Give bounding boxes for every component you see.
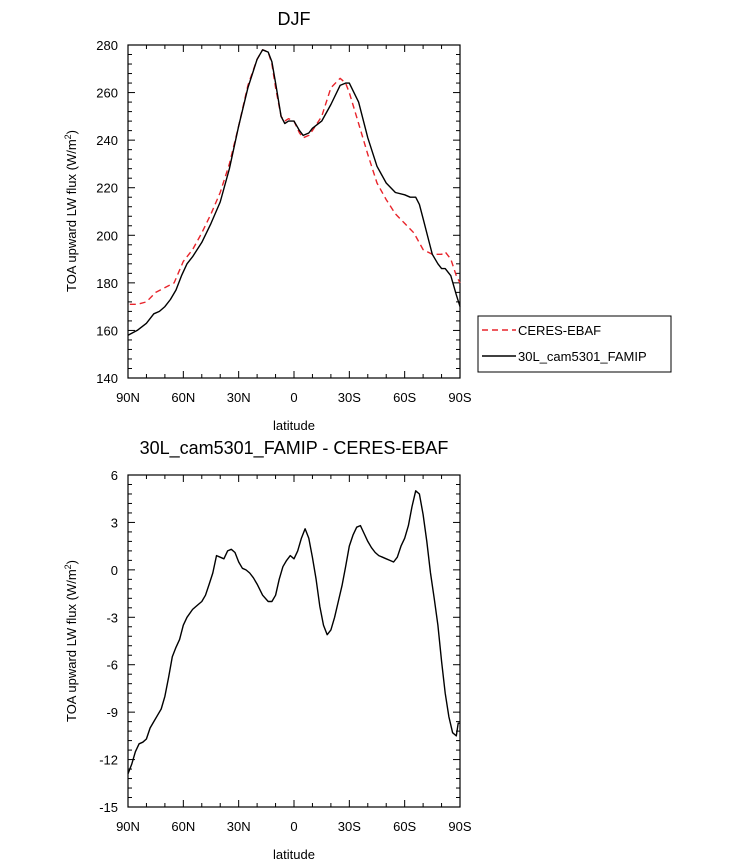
top-y-tick-label: 140	[96, 371, 118, 386]
bottom-x-tick-label: 30S	[338, 819, 361, 834]
legend-label-ceres: CERES-EBAF	[518, 323, 601, 338]
top-x-tick-label: 0	[290, 390, 297, 405]
top-x-tick-label: 90N	[116, 390, 140, 405]
top-y-tick-label: 220	[96, 181, 118, 196]
bottom-y-axis-label: TOA upward LW flux (W/m2)	[63, 560, 79, 722]
top-y-tick-label: 240	[96, 133, 118, 148]
bottom-x-tick-label: 30N	[227, 819, 251, 834]
bottom-x-tick-label: 90N	[116, 819, 140, 834]
bottom-panel: 30L_cam5301_FAMIP - CERES-EBAF 90N 60N 30N…	[63, 438, 472, 862]
bottom-plot-frame	[127, 474, 461, 808]
legend-label-model: 30L_cam5301_FAMIP	[518, 349, 647, 364]
top-y-tick-label: 160	[96, 323, 118, 338]
bottom-series-group	[127, 490, 460, 775]
top-x-axis-label: latitude	[273, 418, 315, 433]
top-x-tick-label: 60N	[171, 390, 195, 405]
top-y-tick-label: 260	[96, 86, 118, 101]
top-panel: DJF 90N 60N 30N 0 30S 60S 90S 140 160 180 200 220 24…	[63, 9, 672, 433]
top-series-group	[127, 49, 461, 336]
bottom-x-tick-label: 90S	[448, 819, 471, 834]
bottom-axis-ticks: 90N 60N 30N 0 30S 60S 90S -15 -12 -9 -6 -3 0 3 6	[99, 468, 472, 834]
top-x-tick-label: 30N	[227, 390, 251, 405]
bottom-y-tick-label: 6	[111, 468, 118, 483]
bottom-chart-title: 30L_cam5301_FAMIP - CERES-EBAF	[140, 438, 449, 459]
top-x-tick-label: 90S	[448, 390, 471, 405]
bottom-series-line-difference	[127, 490, 460, 775]
top-x-tick-label: 30S	[338, 390, 361, 405]
bottom-y-tick-label: -9	[106, 705, 118, 720]
legend: CERES-EBAF 30L_cam5301_FAMIP	[477, 315, 672, 373]
bottom-y-tick-label: 3	[111, 515, 118, 530]
bottom-x-tick-label: 0	[290, 819, 297, 834]
bottom-y-tick-label: -3	[106, 610, 118, 625]
bottom-x-axis-label: latitude	[273, 847, 315, 862]
bottom-y-tick-label: -12	[99, 753, 118, 768]
top-y-tick-label: 280	[96, 38, 118, 53]
top-y-tick-label: 200	[96, 228, 118, 243]
bottom-y-tick-label: 0	[111, 563, 118, 578]
top-y-tick-label: 180	[96, 276, 118, 291]
top-x-tick-label: 60S	[393, 390, 416, 405]
bottom-x-tick-label: 60N	[171, 819, 195, 834]
top-axis-ticks: 90N 60N 30N 0 30S 60S 90S 140 160 180 200 220 240 260…	[96, 38, 472, 405]
legend-box	[477, 315, 672, 373]
top-series-line-30l-cam5301-famip	[127, 49, 461, 336]
bottom-y-tick-label: -15	[99, 800, 118, 815]
top-y-axis-label: TOA upward LW flux (W/m2)	[63, 130, 79, 292]
bottom-x-tick-label: 60S	[393, 819, 416, 834]
top-chart-title: DJF	[278, 9, 311, 29]
top-series-line-ceres-ebaf	[129, 49, 461, 305]
bottom-y-tick-label: -6	[106, 658, 118, 673]
top-plot-frame	[127, 44, 461, 379]
